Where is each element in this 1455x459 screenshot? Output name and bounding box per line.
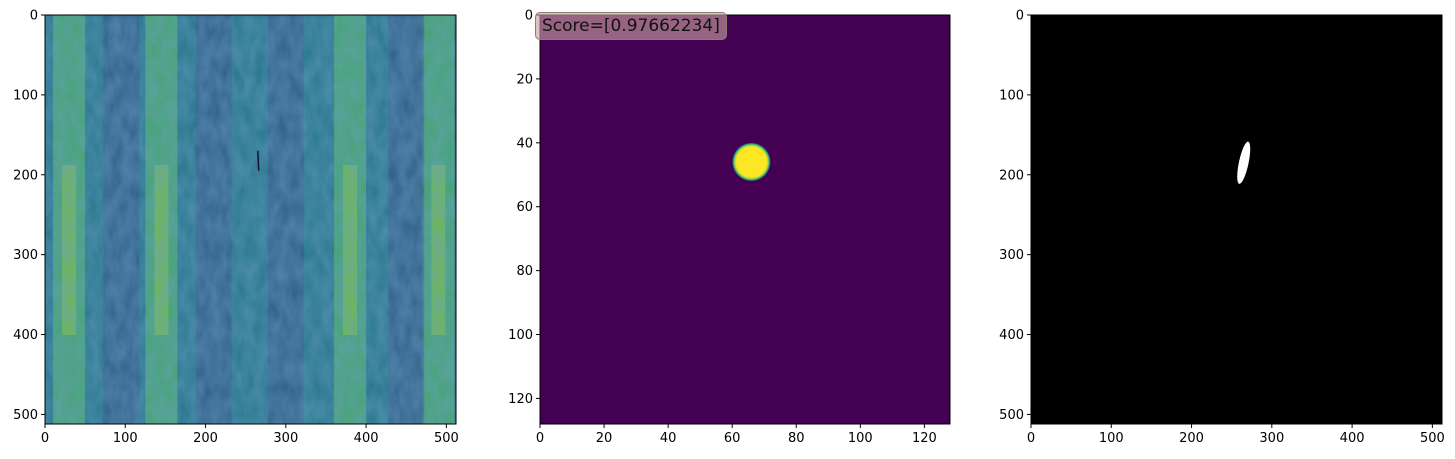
x-tick-label: 100	[1099, 431, 1124, 446]
x-tick-label: 0	[1027, 431, 1035, 446]
y-tick-label: 80	[516, 264, 533, 279]
x-tick-label: 300	[273, 431, 298, 446]
y-tick-label: 400	[13, 328, 38, 343]
panel-1-noise-dark	[45, 18, 456, 424]
panel-2	[540, 15, 950, 424]
y-tick-label: 200	[999, 168, 1024, 183]
y-tick-label: 500	[999, 408, 1024, 423]
y-tick-label: 300	[999, 248, 1024, 263]
panel-2-axes: 0 20 40 60 80 100 120 0 20 40 60 80 100 120	[508, 9, 937, 447]
panel-2-image	[540, 15, 950, 424]
y-tick-label: 100	[508, 328, 533, 343]
panel-1-frame	[44, 14, 457, 425]
x-tick-label: 500	[1420, 431, 1445, 446]
x-tick-label: 40	[660, 431, 677, 446]
y-tick-label: 60	[516, 200, 533, 215]
x-tick-label: 400	[354, 431, 379, 446]
x-tick-label: 500	[434, 431, 459, 446]
y-tick-label: 0	[525, 9, 533, 24]
panel-1	[45, 15, 456, 424]
panel-2-blob	[732, 142, 771, 182]
x-tick-label: 200	[1179, 431, 1204, 446]
y-tick-label: 0	[30, 9, 38, 24]
y-tick-label: 300	[13, 248, 38, 263]
panel-1-dark-streak	[256, 150, 260, 171]
panel-2-frame	[539, 14, 951, 425]
x-tick-label: 400	[1340, 431, 1365, 446]
panel-3	[1031, 15, 1442, 424]
y-tick-label: 200	[13, 168, 38, 183]
x-tick-label: 100	[848, 431, 873, 446]
y-tick-label: 100	[13, 88, 38, 103]
x-tick-label: 60	[724, 431, 741, 446]
y-tick-label: 40	[516, 136, 533, 151]
score-annotation: Score=[0.97662234]	[535, 12, 727, 40]
y-tick-label: 100	[999, 88, 1024, 103]
x-tick-label: 100	[113, 431, 138, 446]
panel-3-mask	[1237, 141, 1251, 184]
x-tick-label: 0	[536, 431, 544, 446]
x-tick-label: 120	[912, 431, 937, 446]
x-tick-label: 0	[41, 431, 49, 446]
y-tick-label: 20	[516, 72, 533, 87]
x-tick-label: 20	[596, 431, 613, 446]
y-tick-label: 120	[508, 392, 533, 407]
x-tick-label: 200	[193, 431, 218, 446]
x-tick-label: 80	[788, 431, 805, 446]
x-tick-label: 300	[1259, 431, 1284, 446]
y-tick-label: 500	[13, 408, 38, 423]
y-tick-label: 400	[999, 328, 1024, 343]
panel-3-image	[1031, 15, 1442, 424]
panel-3-frame	[1030, 14, 1443, 425]
y-tick-label: 0	[1016, 9, 1024, 24]
